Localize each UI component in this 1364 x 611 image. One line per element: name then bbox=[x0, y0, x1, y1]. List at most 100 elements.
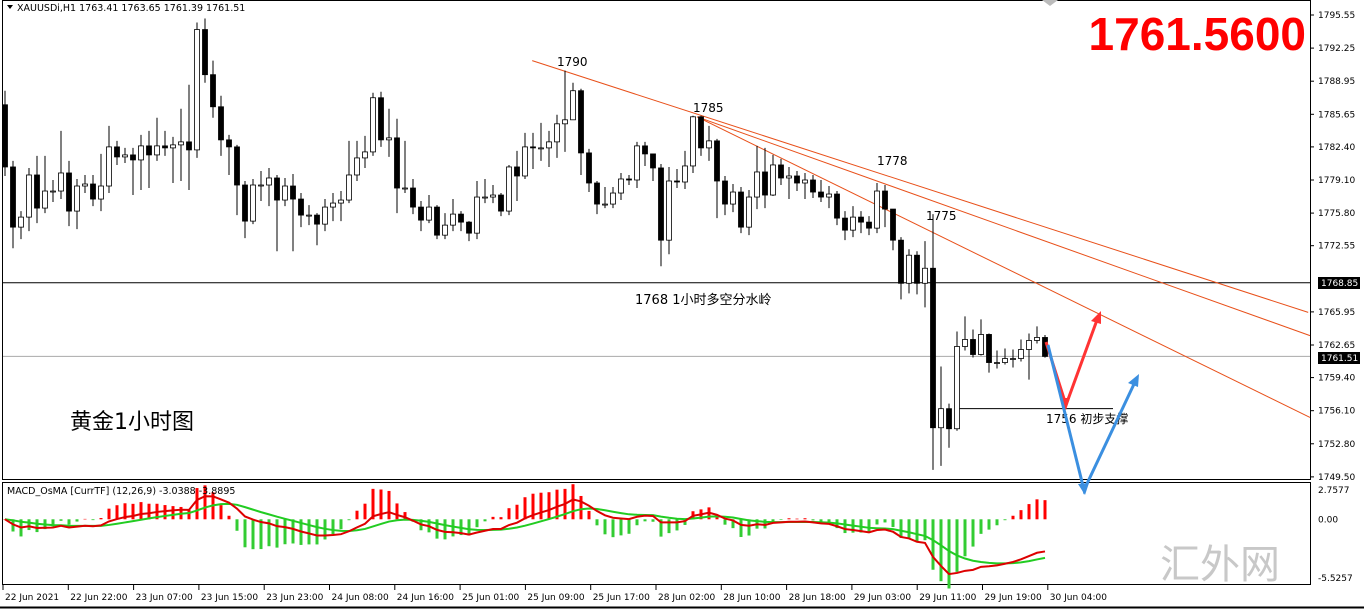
candle-bullish bbox=[170, 144, 176, 149]
osma-bar bbox=[947, 519, 951, 589]
osma-bar bbox=[683, 519, 687, 525]
label-1775: 1775 bbox=[926, 209, 957, 223]
osma-bar bbox=[307, 519, 311, 545]
x-tick-label: 23 Jun 15:00 bbox=[201, 593, 258, 603]
osma-bar bbox=[291, 519, 295, 544]
candle-bullish bbox=[874, 190, 880, 229]
osma-bar bbox=[659, 519, 663, 537]
osma-bar bbox=[795, 518, 799, 520]
candle-bullish bbox=[322, 206, 328, 225]
osma-bar bbox=[635, 519, 639, 526]
candle-bullish bbox=[82, 183, 88, 187]
osma-bar bbox=[867, 519, 871, 533]
osma-bar bbox=[891, 519, 895, 528]
candle-bullish bbox=[994, 362, 1000, 364]
triangle-down-icon[interactable] bbox=[7, 5, 13, 9]
osma-bar bbox=[995, 519, 999, 526]
candle-bullish bbox=[330, 202, 336, 208]
candle-bullish bbox=[1010, 358, 1016, 360]
label-1785: 1785 bbox=[693, 101, 724, 115]
osma-bar bbox=[643, 519, 647, 522]
candle-bearish bbox=[578, 90, 584, 154]
osma-bar bbox=[395, 503, 399, 520]
candle-bearish bbox=[914, 254, 920, 284]
candle-bearish bbox=[418, 206, 424, 221]
candle-bullish bbox=[178, 141, 184, 146]
candle-bullish bbox=[506, 166, 512, 212]
main-panel-frame bbox=[2, 0, 1311, 480]
x-tick-label: 30 Jun 04:00 bbox=[1050, 593, 1107, 603]
candle-bearish bbox=[514, 166, 520, 177]
osma-bar bbox=[787, 518, 791, 520]
osma-bar bbox=[59, 519, 63, 521]
watermark-logo: 汇外网 bbox=[1160, 542, 1280, 588]
candle-bearish bbox=[698, 116, 704, 149]
x-tick-label: 28 Jun 10:00 bbox=[723, 593, 780, 603]
osma-bar bbox=[1027, 504, 1031, 520]
osma-bar bbox=[275, 519, 279, 548]
osma-bar bbox=[115, 505, 119, 520]
x-tick-label: 25 Jun 17:00 bbox=[593, 593, 650, 603]
price-tag-last: 1761.51 bbox=[1318, 352, 1360, 364]
candle-bullish bbox=[490, 194, 496, 198]
candle-bearish bbox=[66, 172, 72, 212]
candle-bearish bbox=[714, 140, 720, 182]
osma-bar bbox=[739, 519, 743, 537]
candle-bullish bbox=[634, 145, 640, 181]
candle-bearish bbox=[234, 146, 240, 186]
osma-bar bbox=[603, 519, 607, 535]
candle-bearish bbox=[834, 193, 840, 219]
candle-bullish bbox=[1002, 358, 1008, 363]
trendline[interactable] bbox=[696, 116, 1311, 418]
candle-bullish bbox=[850, 216, 856, 231]
label-1778: 1778 bbox=[877, 154, 908, 168]
x-tick-label: 29 Jun 11:00 bbox=[919, 593, 976, 603]
candle-bullish bbox=[98, 185, 104, 200]
y-tick-label: 1756.10 bbox=[1318, 407, 1355, 417]
osma-bar bbox=[963, 519, 967, 557]
candle-bullish bbox=[1026, 340, 1032, 350]
candle-bearish bbox=[626, 178, 632, 181]
osma-bar bbox=[667, 519, 671, 534]
price-tag-level: 1768.85 bbox=[1318, 277, 1360, 289]
trendline[interactable] bbox=[532, 60, 1309, 313]
candle-bullish bbox=[954, 346, 960, 430]
trendline[interactable] bbox=[696, 116, 1311, 337]
candle-bearish bbox=[898, 239, 904, 284]
candle-bullish bbox=[906, 254, 912, 284]
candle-bullish bbox=[754, 171, 760, 198]
osma-bar bbox=[779, 519, 783, 520]
candle-bearish bbox=[842, 217, 848, 231]
osma-bar bbox=[123, 503, 127, 520]
candle-bullish bbox=[266, 177, 272, 186]
candle-bullish bbox=[554, 123, 560, 143]
x-tick-label: 23 Jun 23:00 bbox=[266, 593, 323, 603]
osma-bar bbox=[571, 484, 575, 520]
candle-bearish bbox=[186, 141, 192, 151]
x-tick-label: 24 Jun 16:00 bbox=[397, 593, 454, 603]
candle-bearish bbox=[146, 145, 152, 156]
candle-bullish bbox=[602, 203, 608, 206]
candle-bullish bbox=[122, 154, 128, 158]
candle-bullish bbox=[1018, 349, 1024, 359]
candle-bullish bbox=[18, 216, 24, 228]
candle-bearish bbox=[434, 206, 440, 236]
candle-bearish bbox=[674, 180, 680, 183]
osma-bar bbox=[619, 519, 623, 536]
osma-bar bbox=[587, 510, 591, 520]
osma-bar bbox=[883, 519, 887, 523]
candle-bullish bbox=[282, 185, 288, 201]
candle-bullish bbox=[250, 184, 256, 222]
osma-bar bbox=[331, 519, 335, 535]
osma-bar bbox=[387, 490, 391, 520]
candle-bullish bbox=[450, 213, 456, 226]
candle-bullish bbox=[618, 178, 624, 194]
osma-bar bbox=[555, 489, 559, 520]
y-tick-label: 1792.25 bbox=[1318, 44, 1355, 54]
candle-bearish bbox=[202, 29, 208, 76]
osma-bar bbox=[843, 519, 847, 534]
candle-bullish bbox=[362, 151, 368, 159]
osma-bar bbox=[251, 519, 255, 550]
osma-bar bbox=[899, 519, 903, 538]
